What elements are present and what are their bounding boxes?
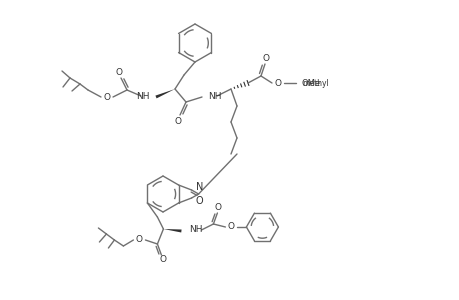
- Text: O: O: [195, 196, 203, 206]
- Text: O: O: [135, 236, 143, 244]
- Text: O: O: [174, 118, 181, 127]
- Text: O: O: [115, 68, 122, 76]
- Text: O: O: [214, 203, 221, 212]
- Text: O: O: [160, 256, 167, 265]
- Text: O: O: [103, 92, 110, 101]
- Text: NH: NH: [136, 92, 150, 100]
- Text: OMe: OMe: [302, 79, 320, 88]
- Text: methyl: methyl: [302, 79, 328, 88]
- Text: N: N: [195, 182, 202, 192]
- Polygon shape: [163, 229, 181, 232]
- Text: NH: NH: [207, 92, 221, 100]
- Polygon shape: [155, 89, 174, 98]
- Text: O: O: [274, 79, 281, 88]
- Text: NH: NH: [189, 226, 202, 235]
- Text: O: O: [227, 223, 235, 232]
- Text: O: O: [262, 53, 269, 62]
